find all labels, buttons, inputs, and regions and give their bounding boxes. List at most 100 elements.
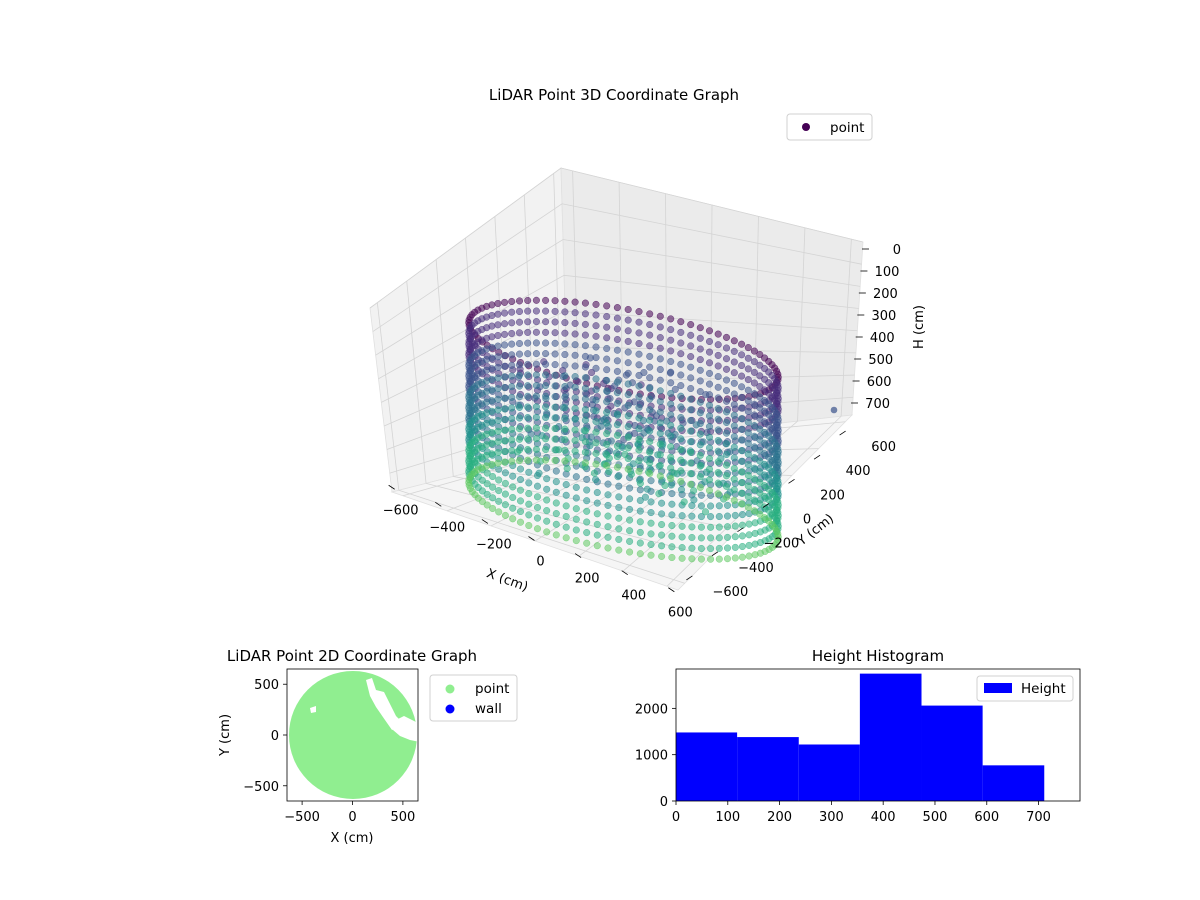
chart-3d-point — [738, 436, 746, 444]
chart-3d-x-tick-label: 200 — [575, 572, 600, 587]
chart-3d-point — [572, 537, 580, 545]
chart-3d-point — [624, 337, 632, 345]
chart-3d-point — [552, 499, 560, 507]
chart-3d-point — [750, 358, 758, 366]
chart-3d-point — [771, 470, 779, 478]
chart-3d-point — [483, 469, 491, 477]
chart-3d-point — [635, 339, 643, 348]
chart-3d-point — [535, 469, 543, 477]
chart-3d-point — [488, 397, 496, 405]
chart-3d-point — [515, 339, 524, 348]
chart-3d-y-tick-mark — [813, 454, 821, 460]
chart-3d-point — [667, 336, 675, 344]
chart-3d-point — [532, 456, 540, 464]
chart-3d-legend: point — [786, 113, 873, 141]
chart-3d-x-axis-label: X (cm) — [484, 566, 530, 595]
chart-3d-point — [581, 406, 589, 414]
chart-3d-point — [722, 355, 731, 363]
chart-3d-point — [551, 414, 559, 422]
chart-3d-point — [515, 329, 524, 337]
chart-3d-point — [562, 523, 570, 531]
chart-3d-point — [687, 331, 695, 339]
chart-3d-point — [494, 374, 502, 382]
chart-3d-point — [705, 380, 714, 388]
chart-3d-point — [613, 421, 621, 429]
chart-3d-point — [542, 339, 550, 347]
chart-3d-point — [572, 483, 580, 491]
chart-3d-point — [603, 462, 611, 470]
chart-3d-scatter-points — [465, 296, 838, 563]
chart-3d-point — [562, 481, 570, 489]
chart-3d-point — [524, 392, 532, 400]
chart-3d-point — [693, 457, 701, 465]
chart-2d-x-tick-label: 500 — [390, 810, 415, 825]
chart-3d-point — [722, 408, 731, 416]
chart-3d-point — [543, 485, 551, 493]
chart-3d-point — [501, 298, 509, 306]
chart-3d-point — [678, 533, 686, 541]
chart-3d-point — [615, 503, 623, 512]
chart-3d-point — [677, 486, 686, 494]
chart-3d-point — [524, 445, 532, 454]
chart-3d-point — [615, 525, 623, 533]
chart-3d-point — [552, 467, 560, 475]
chart-3d-point — [581, 299, 589, 307]
chart-2d-legend: point wall — [429, 674, 518, 722]
chart-3d-point — [687, 480, 695, 488]
chart-3d-point — [515, 297, 524, 305]
chart-3d-point — [715, 555, 723, 563]
chart-3d-y-tick-mark — [686, 575, 693, 581]
chart-3d-point — [542, 392, 550, 400]
histogram-y-tick-label: 2000 — [635, 702, 668, 717]
chart-3d-point — [494, 395, 502, 403]
chart-3d-point — [561, 297, 569, 305]
chart-3d-point — [508, 436, 516, 444]
chart-3d-point — [646, 406, 654, 414]
chart-3d-point — [714, 405, 722, 413]
chart-3d-point — [624, 316, 632, 324]
chart-3d-point — [705, 327, 714, 335]
chart-3d-point — [571, 426, 579, 434]
chart-3d-point — [551, 318, 559, 326]
chart-3d-point — [509, 483, 517, 491]
chart-3d-point — [624, 359, 632, 367]
chart-3d-point — [771, 492, 779, 500]
chart-3d-point — [658, 520, 666, 529]
chart-3d-point — [613, 346, 621, 354]
chart-3d-point — [714, 436, 722, 445]
chart-2d-y-axis-label: Y (cm) — [218, 714, 233, 757]
chart-3d-point — [581, 448, 589, 456]
chart-3d-x-tick-mark — [481, 519, 489, 524]
chart-3d-point — [744, 354, 752, 362]
chart-3d-point — [687, 321, 695, 329]
chart-3d-point — [604, 523, 612, 531]
chart-3d-point — [603, 419, 611, 427]
chart-3d-point — [508, 447, 516, 455]
chart-3d-point — [571, 458, 579, 466]
chart-3d-point — [656, 397, 664, 406]
chart-3d-point — [738, 553, 746, 561]
chart-3d-point — [744, 344, 752, 352]
histogram-x-tick-label: 300 — [819, 810, 844, 825]
chart-3d-point — [696, 345, 704, 353]
chart-3d-point — [551, 361, 559, 369]
chart-3d-point — [592, 475, 600, 484]
histogram-x-tick-label: 500 — [923, 810, 948, 825]
chart-3d-point — [722, 333, 731, 341]
chart-3d-point — [687, 406, 695, 414]
chart-3d-point — [515, 457, 524, 465]
chart-3d-point — [707, 545, 715, 553]
chart-3d-point — [543, 528, 551, 536]
chart-3d-x-tick-label: 400 — [621, 589, 646, 604]
chart-3d-point — [501, 362, 509, 370]
chart-3d-point — [646, 427, 654, 435]
chart-3d-point — [696, 483, 704, 491]
chart-3d-point — [551, 403, 559, 411]
chart-3d-point — [501, 501, 509, 509]
chart-3d-point — [696, 334, 704, 342]
chart-3d-z-tick-label: 100 — [875, 265, 900, 280]
chart-3d-point — [524, 414, 532, 422]
chart-3d-point — [525, 521, 533, 530]
chart-3d-x-tick-mark — [668, 587, 675, 593]
chart-3d-point — [646, 384, 654, 392]
